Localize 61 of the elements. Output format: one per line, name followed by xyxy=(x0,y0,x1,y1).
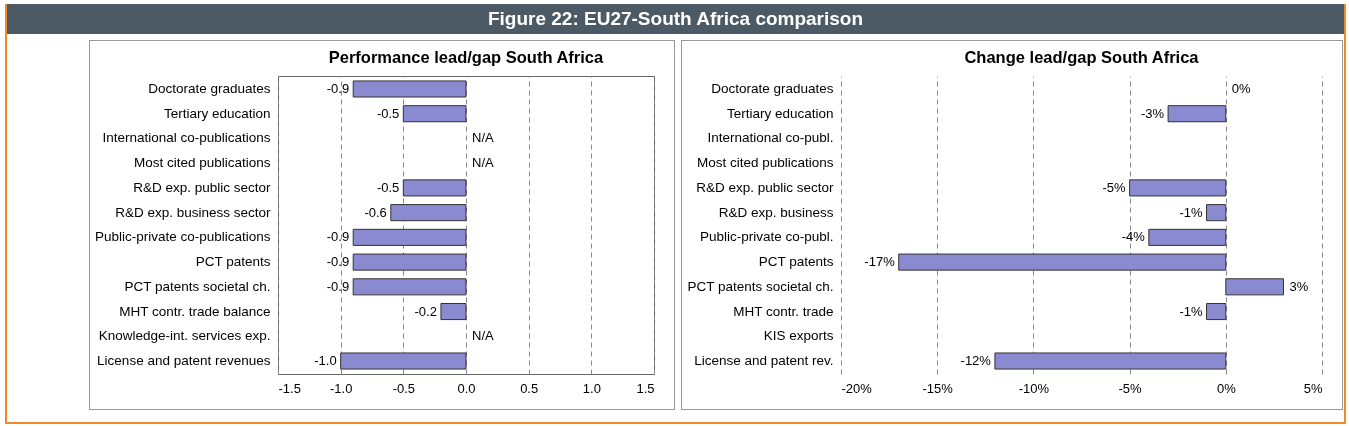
caption: Figure 22: EU27-South Africa comparison xyxy=(7,4,1344,34)
data-label: -12% xyxy=(960,353,992,369)
y-tick-label: Knowledge-int. services exp. xyxy=(98,328,271,344)
chart-title: Change lead/gap South Africa xyxy=(964,47,1200,66)
y-tick-label: Public-private co-publications xyxy=(94,229,271,245)
x-tick-label: -20% xyxy=(841,380,873,396)
x-tick-label: 5% xyxy=(1303,380,1323,396)
y-tick-label: International co-publ. xyxy=(707,130,834,146)
y-tick-label: License and patent rev. xyxy=(694,353,834,369)
text: N/A xyxy=(472,328,494,344)
data-label: 3% xyxy=(1289,278,1309,294)
y-tick-label: R&D exp. public sector xyxy=(133,179,271,195)
y-tick-label: R&D exp. business sector xyxy=(115,204,271,220)
y-tick-label: Doctorate graduates xyxy=(711,80,834,96)
text: N/A xyxy=(472,155,494,171)
chart-title: Performance lead/gap South Africa xyxy=(328,47,605,66)
y-tick-label: License and patent revenues xyxy=(97,353,271,369)
x-tick-label: 0% xyxy=(1216,380,1237,396)
x-tick-label: 1.5 xyxy=(636,380,655,396)
data-label: -0.6 xyxy=(364,204,387,220)
x-tick-label: -10% xyxy=(1018,380,1050,396)
data-label: -0.2 xyxy=(414,303,437,319)
data-label: -1% xyxy=(1179,204,1203,220)
y-tick-label: Most cited publications xyxy=(133,155,271,171)
x-tick-label: -1.0 xyxy=(329,380,353,396)
data-label: -3% xyxy=(1140,105,1165,121)
x-tick-label: -0.5 xyxy=(392,380,416,396)
data-label: -0.9 xyxy=(326,254,350,270)
y-tick-label: Most cited publications xyxy=(696,155,834,171)
y-tick-label: R&D exp. business xyxy=(718,204,834,220)
data-label: 0% xyxy=(1231,80,1252,96)
y-tick-label: PCT patents societal ch. xyxy=(124,278,271,294)
data-label: -0.5 xyxy=(376,105,400,121)
data-label: -0.5 xyxy=(376,179,400,195)
x-tick-label: -5% xyxy=(1118,380,1143,396)
text: N/A xyxy=(472,130,494,146)
x-tick-label: -1.5 xyxy=(278,380,301,396)
data-label: -0.9 xyxy=(326,229,350,245)
y-tick-label: MHT contr. trade xyxy=(733,303,834,319)
y-tick-label: Tertiary education xyxy=(163,105,271,121)
y-tick-label: International co-publications xyxy=(102,130,271,146)
y-tick-label: Public-private co-publ. xyxy=(699,229,834,245)
y-tick-label: PCT patents xyxy=(758,254,834,270)
y-tick-label: KIS exports xyxy=(763,328,834,344)
y-tick-label: PCT patents xyxy=(195,254,271,270)
data-label: -5% xyxy=(1102,179,1127,195)
data-label: -4% xyxy=(1121,229,1146,245)
x-tick-label: 0.0 xyxy=(457,380,476,396)
y-tick-label: MHT contr. trade balance xyxy=(119,303,271,319)
data-label: -17% xyxy=(864,254,896,270)
data-label: -0.9 xyxy=(326,278,350,294)
data-label: -1% xyxy=(1179,303,1203,319)
data-label: -0.9 xyxy=(326,80,350,96)
x-tick-label: 0.5 xyxy=(520,380,539,396)
x-tick-label: 1.0 xyxy=(582,380,601,396)
data-label: -1.0 xyxy=(314,353,337,369)
y-tick-label: R&D exp. public sector xyxy=(696,179,834,195)
y-tick-label: Tertiary education xyxy=(726,105,834,121)
y-tick-label: Doctorate graduates xyxy=(148,80,271,96)
y-tick-label: PCT patents societal ch. xyxy=(687,278,834,294)
x-tick-label: -15% xyxy=(922,380,954,396)
